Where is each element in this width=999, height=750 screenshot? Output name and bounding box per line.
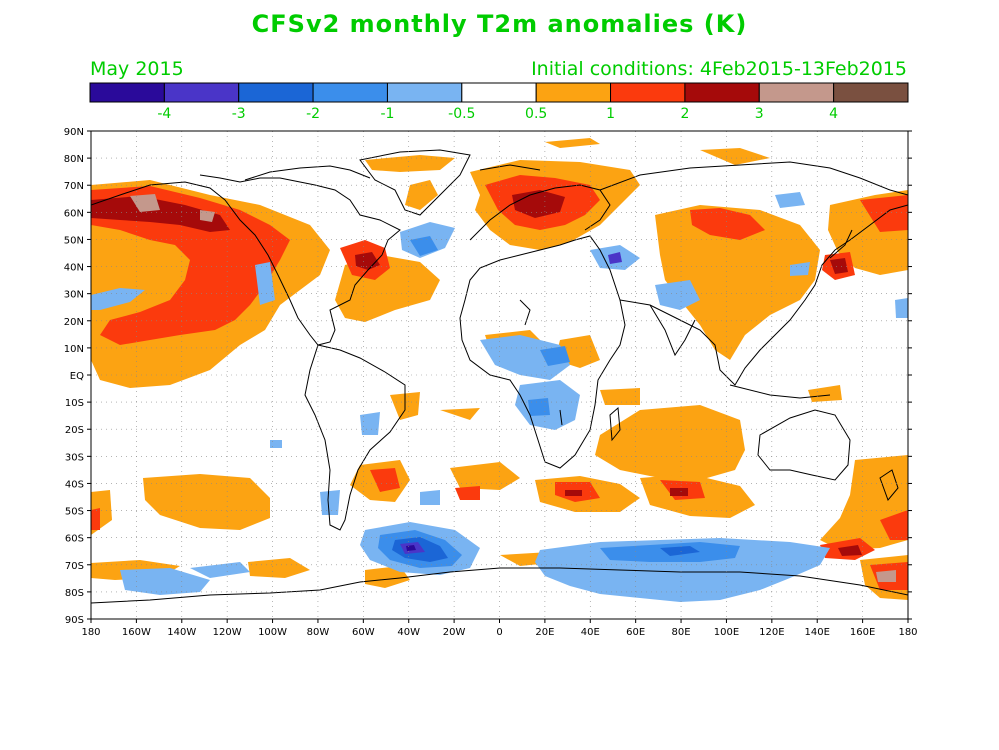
latitude-label: 80S [65, 588, 84, 599]
longitude-label: 80W [307, 627, 330, 638]
graticule [91, 131, 908, 619]
forecast-month: May 2015 [90, 58, 184, 80]
latitude-label: 40N [64, 263, 84, 274]
latitude-label: 20N [64, 317, 84, 328]
latitude-label: 90N [64, 127, 84, 138]
latitude-label: EQ [70, 371, 84, 382]
initial-conditions: Initial conditions: 4Feb2015-13Feb2015 [531, 58, 907, 80]
latitude-label: 20S [65, 425, 84, 436]
latitude-label: 30N [64, 290, 84, 301]
warm-anomaly-layer-2 [91, 175, 908, 590]
latitude-labels: 90N 80N 70N 60N 50N 40N 30N 20N 10N EQ 10S 20S 30S 40… [64, 127, 912, 626]
latitude-label: 40S [65, 479, 84, 490]
latitude-label: 70N [64, 181, 84, 192]
longitude-label: 80E [672, 627, 691, 638]
warm-anomaly-layer-4 [130, 194, 896, 582]
latitude-label: 60N [64, 208, 84, 219]
longitude-label: 160E [850, 627, 875, 638]
longitude-label: 100E [714, 627, 739, 638]
coastlines [91, 149, 908, 604]
longitude-label: 40E [581, 627, 600, 638]
longitude-label: 120E [759, 627, 784, 638]
longitude-label: 160W [122, 627, 151, 638]
longitude-label: 100W [258, 627, 287, 638]
latitude-label: 50N [64, 235, 84, 246]
latitude-label: 70S [65, 561, 84, 572]
longitude-label: 180 [81, 627, 100, 638]
longitude-label: 120W [213, 627, 242, 638]
longitude-label: 20E [535, 627, 554, 638]
latitude-label: 10S [65, 398, 84, 409]
latitude-label: 60S [65, 534, 84, 545]
latitude-label: 10N [64, 344, 84, 355]
longitude-label: 140W [167, 627, 196, 638]
latitude-label: 80N [64, 154, 84, 165]
longitude-label: 20W [443, 627, 466, 638]
longitude-label: 40W [397, 627, 420, 638]
latitude-label: 50S [65, 507, 84, 518]
latitude-label: 90S [65, 615, 84, 626]
longitude-label: 0 [496, 627, 502, 638]
latitude-label: 30S [65, 452, 84, 463]
longitude-label: 140E [805, 627, 830, 638]
longitude-label: 180 [898, 627, 917, 638]
longitude-labels: 180 160W 140W 120W 100W 80W 60W 40W 20W 0 20E 40E 60… [81, 619, 918, 638]
longitude-label: 60W [352, 627, 375, 638]
map-title: CFSv2 monthly T2m anomalies (K) [251, 10, 748, 38]
longitude-label: 60E [626, 627, 645, 638]
